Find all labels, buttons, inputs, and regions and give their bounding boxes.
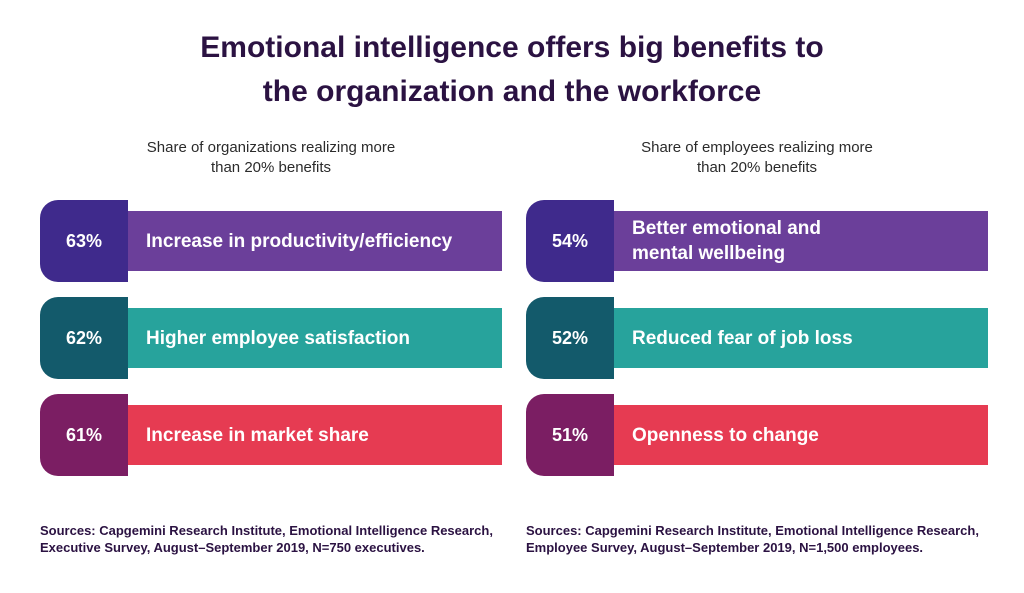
employees-source: Sources: Capgemini Research Institute, E… bbox=[526, 523, 979, 555]
emp-bar-1: Better emotional and mental wellbeing bbox=[612, 211, 988, 271]
org-bar-1: Increase in productivity/efficiency bbox=[126, 211, 502, 271]
org-category-2: Higher employee satisfaction bbox=[146, 327, 410, 349]
emp-value-2: 52% bbox=[526, 297, 614, 379]
emp-value-1: 54% bbox=[526, 200, 614, 282]
org-category-3: Increase in market share bbox=[146, 424, 369, 446]
emp-row-2: Reduced fear of job loss 52% bbox=[526, 297, 988, 379]
org-row-1: Increase in productivity/efficiency 63% bbox=[40, 200, 502, 282]
org-row-2: Higher employee satisfaction 62% bbox=[40, 297, 502, 379]
title-line-2: the organization and the workforce bbox=[262, 75, 762, 108]
emp-value-3: 51% bbox=[526, 394, 614, 476]
emp-category-1: Better emotional and mental wellbeing bbox=[632, 218, 821, 264]
org-bar-2: Higher employee satisfaction bbox=[126, 308, 502, 368]
emp-bar-3: Openness to change bbox=[612, 405, 988, 465]
org-value-3: 61% bbox=[40, 394, 128, 476]
org-bar-3: Increase in market share bbox=[126, 405, 502, 465]
organizations-source: Sources: Capgemini Research Institute, E… bbox=[40, 523, 493, 555]
organizations-subtitle: Share of organizations realizing more th… bbox=[146, 139, 396, 176]
org-value-2: 62% bbox=[40, 297, 128, 379]
emp-row-3: Openness to change 51% bbox=[526, 394, 988, 476]
emp-bar-2: Reduced fear of job loss bbox=[612, 308, 988, 368]
employees-subtitle: Share of employees realizing more than 2… bbox=[641, 139, 873, 176]
chart-title: Emotional intelligence offers big benefi… bbox=[0, 26, 1024, 114]
emp-category-2: Reduced fear of job loss bbox=[632, 327, 853, 349]
title-line-1: Emotional intelligence offers big benefi… bbox=[200, 31, 824, 64]
org-category-1: Increase in productivity/efficiency bbox=[146, 230, 453, 252]
emp-category-3: Openness to change bbox=[632, 424, 819, 446]
emp-row-1: Better emotional and mental wellbeing 54… bbox=[526, 200, 988, 282]
org-row-3: Increase in market share 61% bbox=[40, 394, 502, 476]
org-value-1: 63% bbox=[40, 200, 128, 282]
